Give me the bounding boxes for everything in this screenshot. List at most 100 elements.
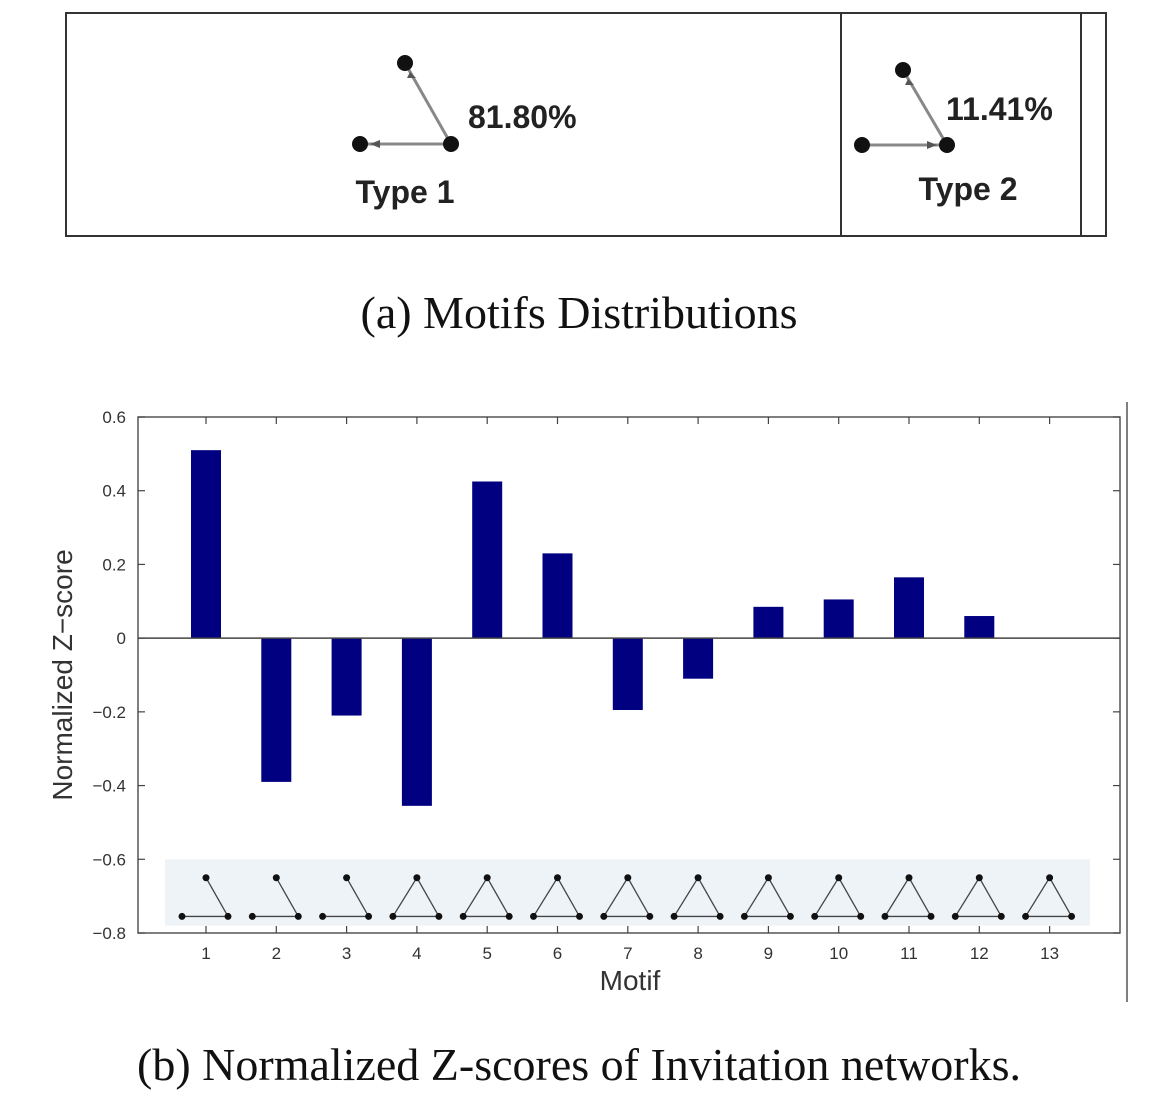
motif-thumbnail: [530, 874, 583, 920]
bar-series: [191, 450, 995, 806]
x-axis-ticks: 1 2 3 4 5 6 7 8 9 10 11 12 13: [201, 417, 1059, 963]
motif-thumbnail-node: [694, 874, 702, 882]
motif-thumbnail-edge: [954, 877, 980, 917]
motif-type-2-percent: 11.41%: [946, 91, 1053, 127]
motif-thumbnail: [178, 874, 232, 920]
motif-thumbnail-node: [927, 912, 935, 920]
motif-distribution-panel: 81.80% Type 1 11.41% Type 2: [65, 12, 1107, 237]
bar: [401, 638, 432, 806]
y-tick-label: −0.6: [92, 850, 126, 869]
motif-thumbnail-node: [365, 912, 373, 920]
y-tick-label: −0.2: [92, 703, 126, 722]
panel-b-caption: (b) Normalized Z-scores of Invitation ne…: [137, 1039, 1021, 1090]
motif-thumbnail-node: [459, 912, 467, 920]
x-tick-label: 13: [1040, 944, 1059, 963]
motif-thumbnail-node: [951, 912, 959, 920]
motif-thumbnail-node: [178, 912, 186, 920]
motif-thumbnail: [1022, 874, 1076, 920]
motif-thumbnail-node: [343, 874, 351, 882]
motif-thumbnail: [600, 874, 654, 920]
motif-thumbnail-edge: [908, 877, 932, 917]
bar: [612, 638, 643, 711]
motif-thumbnail: [319, 874, 373, 920]
motif-thumbnail-edge: [697, 877, 721, 917]
bar: [753, 606, 784, 639]
panel-a-caption: (a) Motifs Distributions: [360, 287, 798, 338]
bar: [191, 450, 221, 639]
motif-thumbnail-edge: [884, 877, 910, 917]
bar: [331, 638, 362, 716]
motif-type-1-icon: [352, 55, 459, 152]
bar: [823, 599, 854, 639]
motif-thumbnail: [248, 874, 302, 920]
motif-thumbnail-node: [670, 912, 678, 920]
y-tick-label: 0.6: [102, 408, 126, 427]
motif-thumbnail-edge: [1049, 877, 1073, 917]
x-tick-label: 10: [829, 944, 848, 963]
motif-thumbnail-edge: [462, 877, 488, 917]
motif-thumbnail: [459, 874, 513, 920]
motif-thumbnail-node: [319, 912, 327, 920]
x-tick-label: 5: [482, 944, 491, 963]
motif-thumbnail-node: [740, 912, 748, 920]
motif-thumbnail-node: [576, 912, 583, 920]
x-tick-label: 1: [201, 944, 210, 963]
x-tick-label: 12: [970, 944, 989, 963]
motif-thumbnail: [811, 874, 865, 920]
motif-thumbnail-edge: [838, 877, 862, 917]
x-tick-label: 2: [272, 944, 281, 963]
motif-thumbnail-edge: [978, 877, 1002, 917]
panel-a-frame: [65, 12, 1107, 237]
motif-thumbnail-node: [600, 912, 608, 920]
motif-thumbnail-edge: [416, 877, 440, 917]
motif-thumbnail-edge: [814, 877, 840, 917]
motif-thumbnail-node: [997, 912, 1005, 920]
motif-thumbnail-node: [483, 874, 491, 882]
y-axis-label: Normalized Z−score: [47, 549, 78, 800]
motif-thumbnail-edge: [1025, 877, 1051, 917]
motif-thumbnail-node: [975, 874, 983, 882]
motif-thumbnail-node: [389, 912, 397, 920]
motif-thumbnail-node: [646, 912, 654, 920]
motif-thumbnail-edge: [532, 877, 559, 917]
bar: [964, 616, 995, 639]
zscore-bar-chart: −0.8−0.6−0.4−0.200.20.40.6 1 2 3 4 5 6 7 8 9 10 11…: [47, 402, 1128, 1002]
motif-thumbnail-node: [764, 874, 772, 882]
motif-thumbnail-node: [1046, 874, 1054, 882]
motif-thumbnail-edge: [627, 877, 651, 917]
motif-thumbnail-node: [554, 874, 561, 882]
y-tick-label: 0: [117, 629, 126, 648]
bar: [542, 553, 573, 639]
y-tick-label: −0.8: [92, 924, 126, 943]
x-tick-label: 8: [693, 944, 702, 963]
motif-thumbnail-edge: [486, 877, 510, 917]
motif-thumbnail-node: [786, 912, 794, 920]
motif-thumbnail-edge: [743, 877, 769, 917]
motif-type-2-label: Type 2: [919, 171, 1018, 207]
motif-thumbnail-node: [835, 874, 843, 882]
bar: [261, 638, 292, 782]
motif-thumbnail-node: [224, 912, 232, 920]
motif-thumbnail-node: [857, 912, 865, 920]
motif-thumbnail-edge: [603, 877, 629, 917]
motif-thumbnail: [881, 874, 935, 920]
motif-thumbnail-strip: [165, 859, 1090, 926]
motif-thumbnail-node: [294, 912, 302, 920]
motif-thumbnail-edge: [392, 877, 418, 917]
y-axis-ticks: −0.8 −0.6 −0.4 −0.2 0 0.2 0.4 0.6: [92, 408, 1120, 943]
bar: [683, 638, 714, 679]
motif-thumbnail-node: [624, 874, 632, 882]
motif-thumbnail-node: [811, 912, 819, 920]
motif-thumbnail: [389, 874, 443, 920]
x-tick-label: 6: [553, 944, 562, 963]
motif-thumbnail-node: [435, 912, 443, 920]
bar: [472, 481, 503, 639]
motif-thumbnail: [670, 874, 724, 920]
motif-thumbnail-node: [202, 874, 210, 882]
motif-type-1-label: Type 1: [356, 174, 455, 210]
motif-thumbnail-edge: [205, 877, 229, 917]
x-axis-label: Motif: [600, 965, 661, 996]
motif-thumbnail: [740, 874, 794, 920]
motif-thumbnail-edge: [275, 877, 299, 917]
